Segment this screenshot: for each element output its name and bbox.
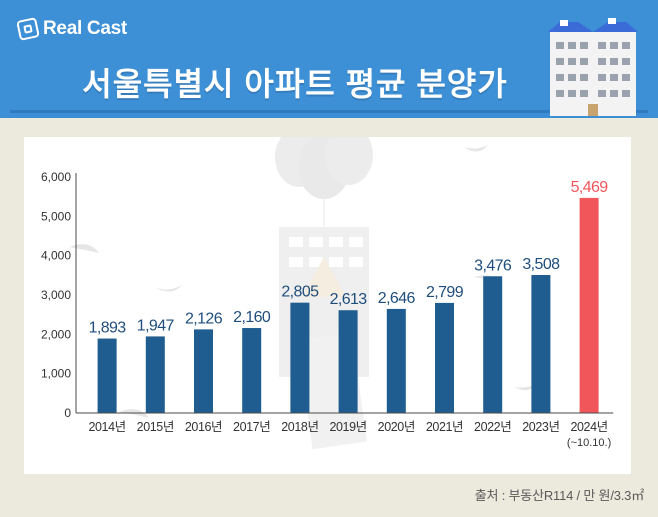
logo-icon xyxy=(16,17,40,41)
y-tick-label: 5,000 xyxy=(41,209,71,223)
data-label: 3,476 xyxy=(474,257,512,274)
logo: Real Cast xyxy=(16,14,127,44)
bar xyxy=(338,310,358,413)
data-label: 2,160 xyxy=(233,309,271,326)
x-tick-label: 2019년 xyxy=(329,420,366,434)
logo-text: Real Cast xyxy=(43,18,127,39)
x-tick-label: 2022년 xyxy=(474,420,511,434)
header-banner: Real Cast 서울특별시 아파트 평균 분양가 xyxy=(0,0,658,118)
bar xyxy=(194,329,213,413)
y-tick-label: 4,000 xyxy=(41,249,71,263)
data-label: 2,126 xyxy=(185,310,223,327)
page-title: 서울특별시 아파트 평균 분양가 xyxy=(82,66,508,102)
apartment-building-icon xyxy=(548,18,638,116)
bar xyxy=(579,197,599,413)
source-note: 출처 : 부동산R114 / 만 원/3.3㎡ xyxy=(474,488,644,503)
data-label: 3,508 xyxy=(522,256,560,273)
x-tick-label: 2021년 xyxy=(426,420,463,434)
bar-chart: 0 1,000 2,000 3,000 4,000 5,000 6,000 1,893 2014… xyxy=(41,170,614,449)
data-label: 1,947 xyxy=(137,317,175,334)
bar xyxy=(290,302,310,413)
x-tick-label: 2023년 xyxy=(522,420,559,434)
bar xyxy=(242,328,262,413)
bar xyxy=(386,308,406,413)
bar xyxy=(435,302,454,413)
data-label: 2,805 xyxy=(281,284,319,301)
data-label: 2,646 xyxy=(378,290,416,307)
y-tick-label: 6,000 xyxy=(41,170,71,184)
data-label: 1,893 xyxy=(89,320,127,337)
bar xyxy=(531,275,551,413)
y-tick-label: 2,000 xyxy=(41,327,71,341)
bar xyxy=(483,276,503,413)
x-tick-label: 2017년 xyxy=(233,420,270,434)
y-tick-label: 3,000 xyxy=(41,288,71,302)
data-label: 5,469 xyxy=(571,179,609,196)
x-tick-note: (~10.10.) xyxy=(567,437,611,449)
x-tick-label: 2014년 xyxy=(88,420,125,434)
bar xyxy=(145,336,165,413)
x-tick-label: 2024년 xyxy=(570,420,607,434)
x-tick-label: 2018년 xyxy=(281,420,318,434)
y-tick-label: 0 xyxy=(64,406,71,420)
x-tick-label: 2020년 xyxy=(378,420,415,434)
data-label: 2,799 xyxy=(426,284,464,301)
y-tick-label: 1,000 xyxy=(41,367,71,381)
chart-panel: 0 1,000 2,000 3,000 4,000 5,000 6,000 1,893 2014… xyxy=(24,137,631,474)
bar xyxy=(97,338,117,413)
header-inner: Real Cast 서울특별시 아파트 평균 분양가 xyxy=(10,6,648,113)
x-tick-label: 2016년 xyxy=(185,420,222,434)
data-label: 2,613 xyxy=(330,291,368,308)
x-tick-label: 2015년 xyxy=(137,420,174,434)
